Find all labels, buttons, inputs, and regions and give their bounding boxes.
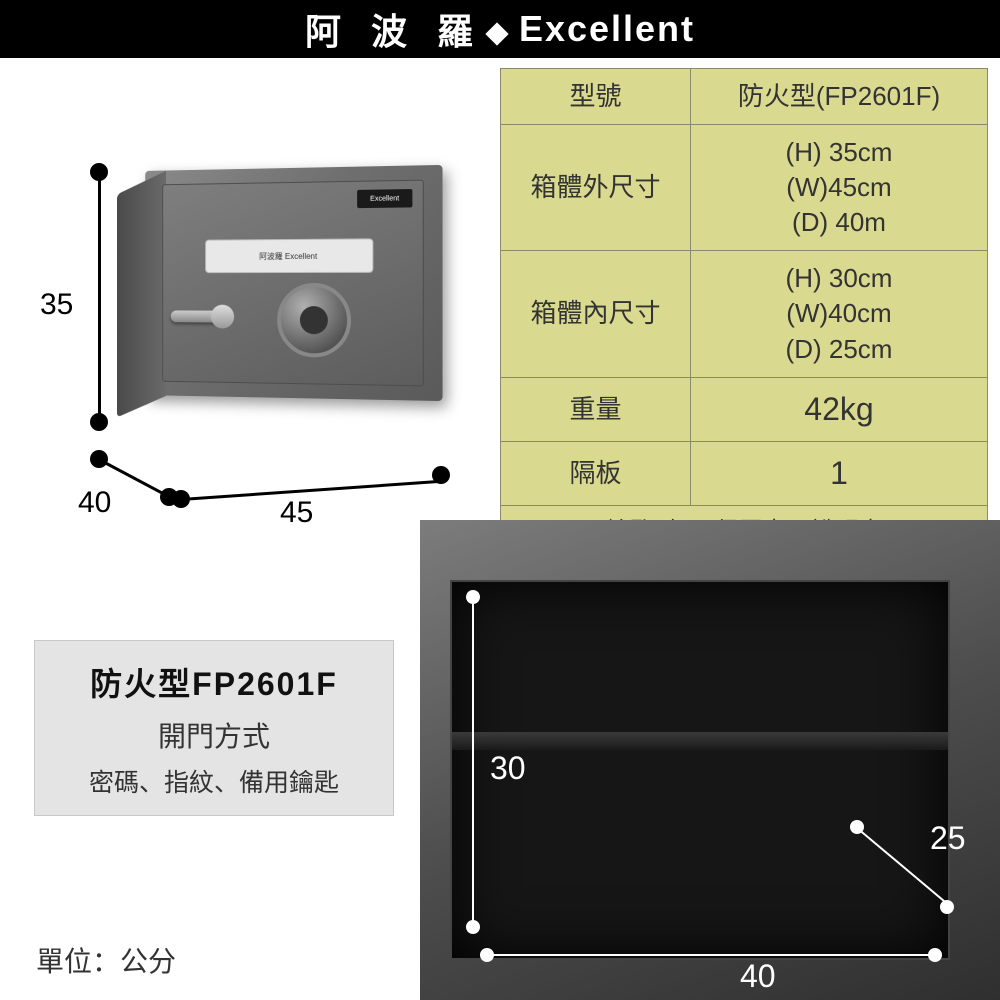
dim-height-label: 35 bbox=[40, 288, 73, 322]
spec-label: 重量 bbox=[501, 377, 691, 441]
interior-shelf bbox=[452, 732, 948, 750]
safe-illustration: Excellent 阿波羅 Excellent bbox=[120, 168, 440, 448]
dim-line-vertical bbox=[98, 172, 101, 422]
brand-en: Excellent bbox=[519, 8, 695, 50]
spec-value: 1 bbox=[691, 441, 988, 505]
safe-dial-icon bbox=[277, 283, 351, 358]
upper-row: Excellent 阿波羅 Excellent 35 40 45 型號 bbox=[0, 58, 1000, 520]
dim-depth-label: 25 bbox=[930, 820, 966, 857]
safe-label-panel: 阿波羅 Excellent bbox=[205, 238, 373, 273]
spec-table: 型號 防火型(FP2601F) 箱體外尺寸 (H) 35cm (W)45cm (… bbox=[500, 68, 988, 559]
safe-handle-icon bbox=[171, 310, 229, 322]
spec-value: 42kg bbox=[691, 377, 988, 441]
unit-label: 單位：公分 bbox=[36, 940, 176, 980]
brand-logo-icon bbox=[483, 15, 511, 43]
spec-label: 箱體內尺寸 bbox=[501, 251, 691, 377]
dim-line bbox=[488, 954, 934, 956]
info-methods: 密碼、指紋、備用鑰匙 bbox=[45, 763, 383, 799]
brand-cn: 阿 波 羅 bbox=[305, 3, 483, 55]
spec-value: (H) 35cm (W)45cm (D) 40m bbox=[691, 125, 988, 251]
table-row: 型號 防火型(FP2601F) bbox=[501, 69, 988, 125]
table-row: 重量 42kg bbox=[501, 377, 988, 441]
spec-table-area: 型號 防火型(FP2601F) 箱體外尺寸 (H) 35cm (W)45cm (… bbox=[500, 58, 1000, 520]
info-subtitle: 開門方式 bbox=[45, 715, 383, 755]
lower-row: 防火型FP2601F 開門方式 密碼、指紋、備用鑰匙 單位：公分 30 25 4… bbox=[0, 520, 1000, 1000]
dim-depth-label: 40 bbox=[78, 486, 111, 520]
spec-label: 型號 bbox=[501, 69, 691, 125]
spec-value: (H) 30cm (W)40cm (D) 25cm bbox=[691, 251, 988, 377]
interior-diagram: 30 25 40 bbox=[420, 520, 1000, 1000]
dim-width-label: 40 bbox=[740, 958, 776, 995]
info-area: 防火型FP2601F 開門方式 密碼、指紋、備用鑰匙 單位：公分 bbox=[0, 520, 420, 1000]
spec-label: 箱體外尺寸 bbox=[501, 125, 691, 251]
info-box: 防火型FP2601F 開門方式 密碼、指紋、備用鑰匙 bbox=[34, 640, 394, 816]
dim-height-label: 30 bbox=[490, 750, 526, 787]
table-row: 箱體外尺寸 (H) 35cm (W)45cm (D) 40m bbox=[501, 125, 988, 251]
safe-body: Excellent 阿波羅 Excellent bbox=[145, 165, 442, 401]
safe-door: Excellent 阿波羅 Excellent bbox=[162, 180, 424, 387]
table-row: 箱體內尺寸 (H) 30cm (W)40cm (D) 25cm bbox=[501, 251, 988, 377]
dim-line bbox=[472, 598, 474, 926]
spec-label: 隔板 bbox=[501, 441, 691, 505]
table-row: 隔板 1 bbox=[501, 441, 988, 505]
brand-header: 阿 波 羅 Excellent bbox=[0, 0, 1000, 58]
info-title: 防火型FP2601F bbox=[45, 659, 383, 705]
safe-brand-plate: Excellent bbox=[357, 189, 412, 208]
safe-side-panel bbox=[117, 171, 166, 417]
external-diagram: Excellent 阿波羅 Excellent 35 40 45 bbox=[0, 58, 500, 520]
spec-value: 防火型(FP2601F) bbox=[691, 69, 988, 125]
